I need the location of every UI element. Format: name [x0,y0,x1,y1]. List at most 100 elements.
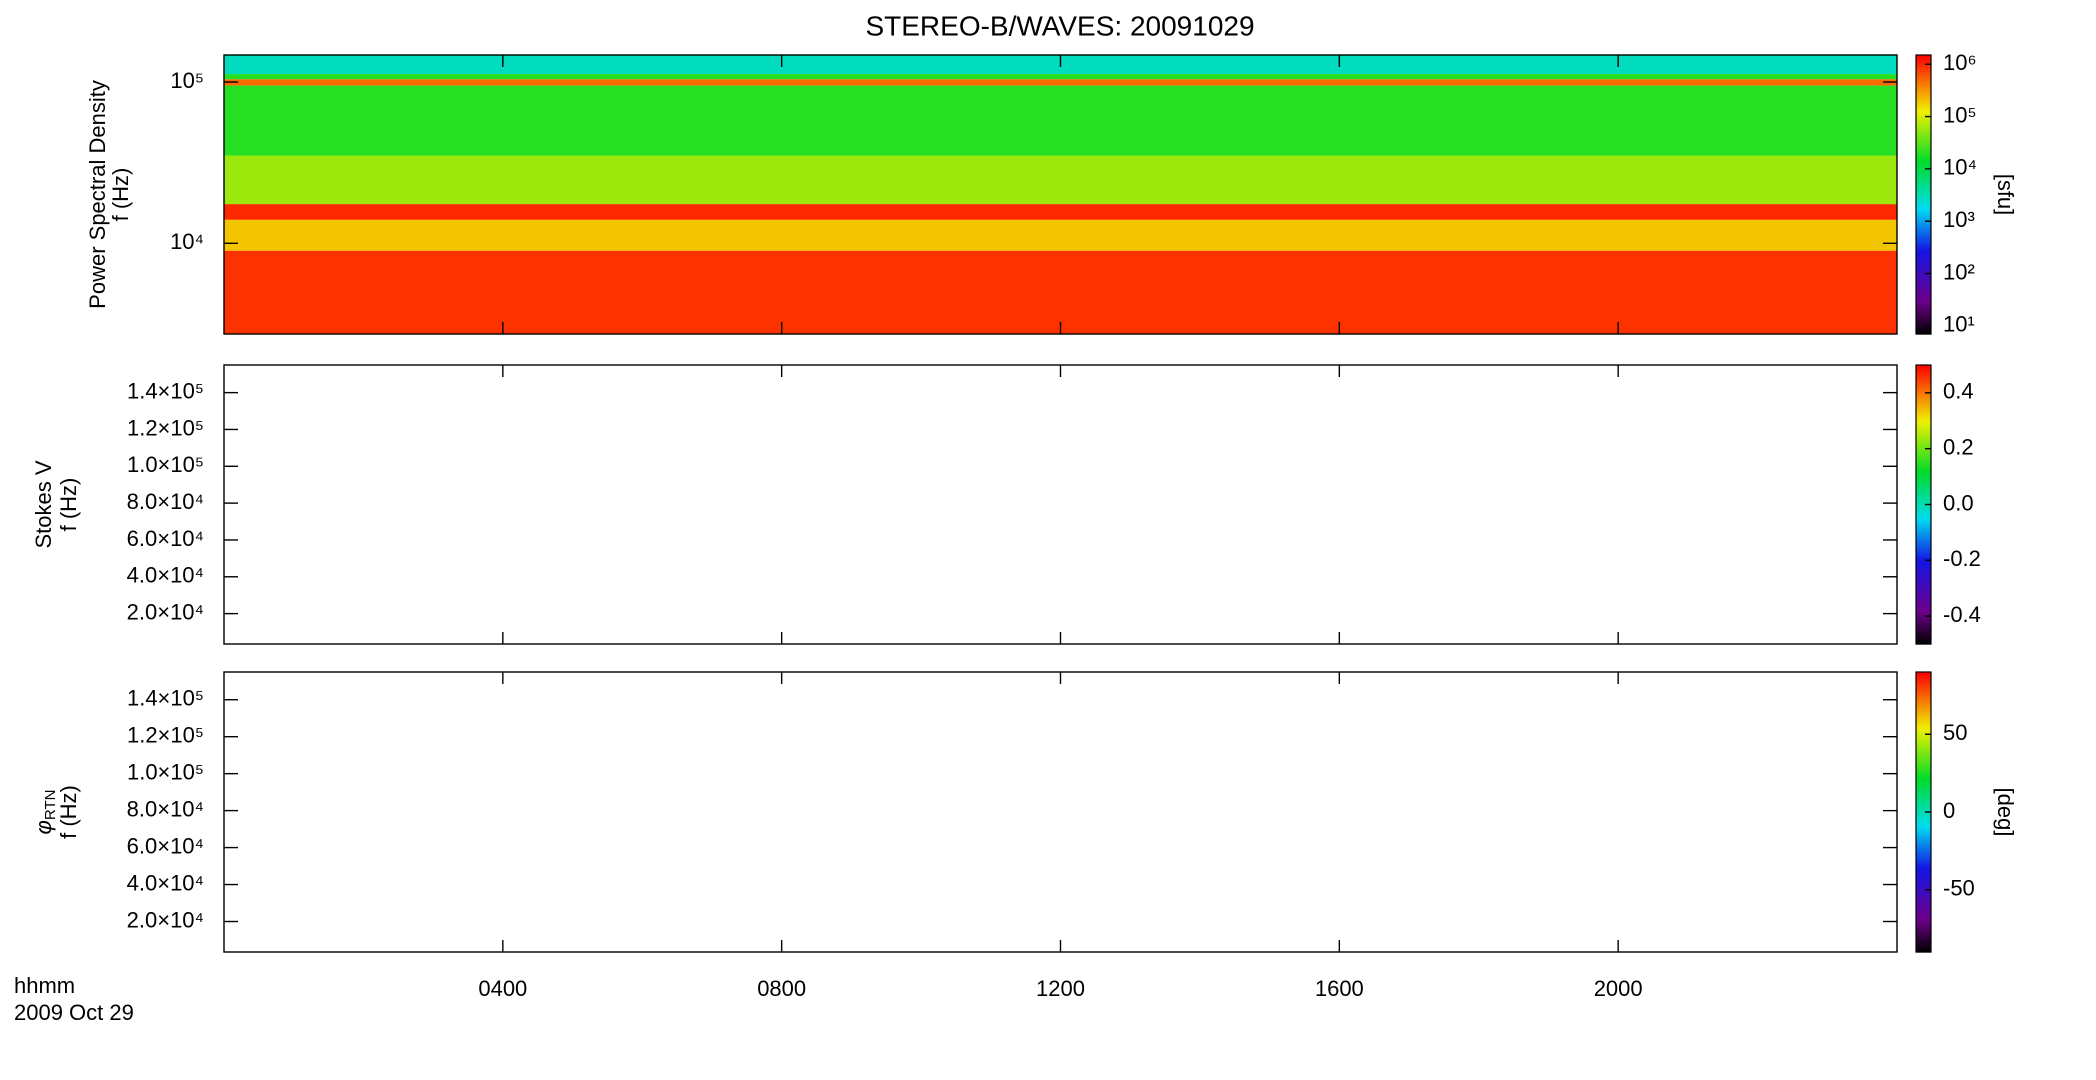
colorbar-cell [1916,623,1931,626]
colorbar-cell [1916,303,1931,307]
colorbar-cell [1916,446,1931,450]
y-axis-symbol: φ [31,820,56,834]
colorbar-cell [1916,495,1931,499]
colorbar-cell [1916,681,1931,685]
y-tick-label: 2.0×10⁴ [127,907,204,932]
y-tick-label: 2.0×10⁴ [127,599,204,624]
colorbar-cell [1916,217,1931,221]
colorbar-cell [1916,189,1931,193]
colorbar-cell [1916,697,1931,701]
colorbar-cell [1916,870,1931,874]
colorbar-cell [1916,919,1931,923]
colorbar-cell [1916,921,1931,925]
colorbar-cell [1916,721,1931,724]
colorbar-cell [1916,707,1931,710]
colorbar-cell [1916,478,1931,482]
colorbar-cell [1916,523,1931,527]
colorbar-cell [1916,201,1931,205]
colorbar-cell [1916,527,1931,531]
colorbar-cell [1916,770,1931,773]
colorbar-cell [1916,150,1931,154]
colorbar-cell [1916,430,1931,434]
colorbar-cell [1916,686,1931,689]
colorbar-cell [1916,910,1931,913]
colorbar-cell [1916,863,1931,867]
colorbar-cell [1916,739,1931,743]
colorbar-cell [1916,101,1931,105]
colorbar-cell [1916,103,1931,107]
colorbar-cell [1916,714,1931,717]
colorbar-cell [1916,374,1931,378]
colorbar-cell [1916,597,1931,601]
colorbar-cell [1916,308,1931,312]
colorbar-cell [1916,879,1931,883]
colorbar-cell [1916,940,1931,944]
colorbar-cell [1916,674,1931,678]
colorbar-cell [1916,826,1931,829]
colorbar-cell [1916,807,1931,811]
colorbar-cell [1916,779,1931,783]
x-tick-label: 1600 [1315,976,1364,1001]
colorbar-cell [1916,753,1931,757]
colorbar-cell [1916,634,1931,638]
colorbar-cell [1916,611,1931,615]
colorbar-cell [1916,66,1931,70]
colorbar-cell [1916,460,1931,464]
plot-frame [223,364,1898,645]
colorbar-cell [1916,96,1931,100]
colorbar-tick-label: -0.2 [1943,546,1981,571]
colorbar-cell [1916,814,1931,818]
colorbar-cell [1916,85,1931,89]
colorbar-cell [1916,571,1931,575]
colorbar-cell [1916,378,1931,382]
colorbar-cell [1916,632,1931,636]
colorbar-cell [1916,329,1931,333]
colorbar-cell [1916,395,1931,399]
colorbar-cell [1916,385,1931,389]
colorbar-cell [1916,247,1931,251]
colorbar-cell [1916,548,1931,552]
colorbar-tick-label: 0.4 [1943,379,1974,404]
colorbar-cell [1916,868,1931,871]
colorbar-cell [1916,273,1931,277]
colorbar-cell [1916,238,1931,242]
colorbar-cell [1916,213,1931,217]
colorbar-cell [1916,935,1931,939]
colorbar-cell [1916,71,1931,75]
spectrogram-band [224,74,1897,80]
y-tick-label: 8.0×10⁴ [127,796,204,821]
colorbar-cell [1916,285,1931,289]
colorbar-tick-label: 10² [1943,259,1975,284]
colorbar-cell [1916,842,1931,846]
colorbar-cell [1916,294,1931,298]
x-tick-label: 0800 [757,976,806,1001]
colorbar-tick-label: 0 [1943,798,1955,823]
colorbar-cell [1916,252,1931,256]
colorbar-cell [1916,765,1931,769]
colorbar-cell [1916,224,1931,228]
colorbar-cell [1916,816,1931,820]
colorbar-cell [1916,220,1931,223]
colorbar-cell [1916,327,1931,330]
colorbar-cell [1916,938,1931,941]
colorbar-cell [1916,917,1931,920]
colorbar-cell [1916,830,1931,834]
colorbar-cell [1916,602,1931,606]
colorbar-tick-label: 50 [1943,720,1967,745]
colorbar-cell [1916,173,1931,177]
colorbar-cell [1916,245,1931,249]
colorbar-cell [1916,942,1931,946]
spectrogram-band [224,85,1897,156]
colorbar-cell [1916,777,1931,780]
x-tick-label: 2000 [1594,976,1643,1001]
colorbar-cell [1916,113,1931,117]
colorbar-cell [1916,254,1931,258]
colorbar-cell [1916,411,1931,415]
colorbar-cell [1916,760,1931,764]
colorbar-cell [1916,711,1931,715]
colorbar-cell [1916,369,1931,373]
colorbar-cell [1916,185,1931,189]
colorbar-cell [1916,539,1931,543]
colorbar-cell [1916,481,1931,485]
colorbar-cell [1916,145,1931,149]
